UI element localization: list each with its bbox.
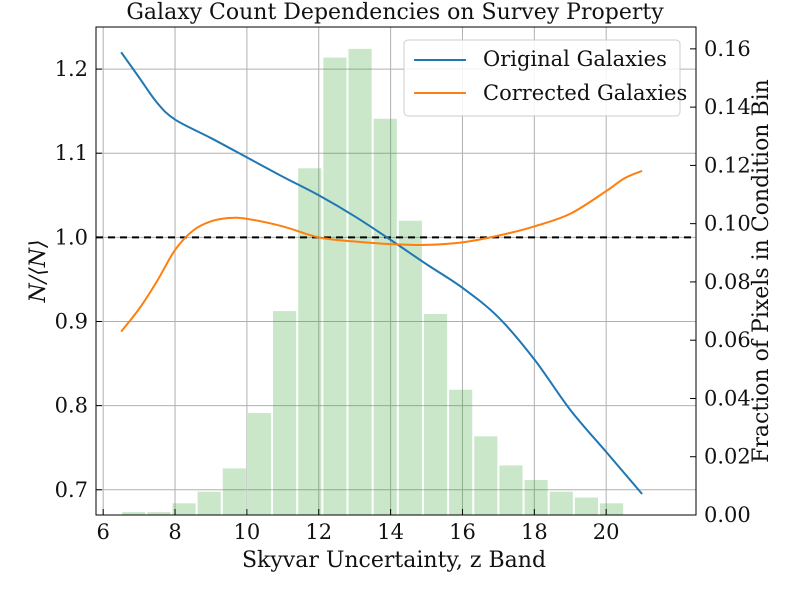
histogram-bar — [172, 503, 196, 515]
x-tick-label: 16 — [449, 520, 476, 544]
histogram-bar — [298, 168, 322, 515]
x-axis-label: Skyvar Uncertainty, z Band — [242, 548, 546, 573]
y2-tick-label: 0.02 — [704, 445, 751, 469]
histogram-bar — [273, 311, 297, 515]
ticks: 6 8 10 12 14 16 18 20 0.7 0.8 0.9 1.0 1.1 1.2 0.00 0.02… — [55, 37, 751, 544]
y2-tick-label: 0.16 — [704, 37, 751, 61]
histogram-bar — [524, 480, 548, 515]
y2-tick-label: 0.08 — [704, 270, 751, 294]
y2-tick-label: 0.14 — [704, 95, 751, 119]
legend-label-original: Original Galaxies — [483, 47, 667, 71]
x-tick-label: 12 — [305, 520, 332, 544]
histogram-bar — [499, 465, 523, 515]
histogram-bar — [373, 118, 397, 515]
x-tick-label: 6 — [96, 520, 109, 544]
y-tick-label: 0.8 — [55, 394, 88, 418]
series — [120, 51, 643, 495]
y2-tick-label: 0.12 — [704, 153, 751, 177]
y-tick-label: 0.7 — [55, 478, 88, 502]
legend-label-corrected: Corrected Galaxies — [483, 81, 687, 105]
histogram-bar — [423, 313, 448, 515]
histogram-bar — [147, 512, 171, 515]
y-axis-label: N/⟨N⟩ — [26, 239, 51, 303]
legend: Original Galaxies Corrected Galaxies — [403, 39, 687, 117]
histogram-bar — [323, 57, 347, 516]
x-tick-label: 20 — [593, 520, 620, 544]
histogram-bar — [222, 468, 246, 515]
y2-tick-label: 0.10 — [704, 212, 751, 236]
histogram-bar — [398, 220, 422, 515]
y-tick-label: 1.1 — [55, 141, 88, 165]
histogram-bar — [449, 389, 473, 515]
histogram-bar — [348, 48, 372, 516]
y-tick-label: 1.0 — [55, 225, 88, 249]
legend-box — [403, 39, 681, 117]
y-tick-label: 1.2 — [55, 57, 88, 81]
histogram-bar — [574, 497, 598, 515]
series-line-corrected — [120, 169, 643, 333]
histogram-bar — [122, 512, 146, 515]
series-line-original — [120, 51, 643, 495]
y2-tick-label: 0.04 — [704, 386, 751, 410]
y-tick-label: 0.9 — [55, 309, 88, 333]
y2-tick-label: 0.06 — [704, 328, 751, 352]
x-tick-label: 14 — [377, 520, 404, 544]
histogram-bar — [599, 503, 624, 515]
histogram-bar — [549, 491, 573, 515]
chart-title: Galaxy Count Dependencies on Survey Prop… — [126, 0, 664, 25]
histogram-bar — [474, 436, 498, 515]
histogram-bar — [197, 491, 221, 515]
x-tick-label: 10 — [234, 520, 261, 544]
histogram — [122, 48, 624, 516]
plot-frame — [95, 26, 697, 516]
y2-axis-label: Fraction of Pixels in Condition Bin — [749, 79, 774, 463]
y2-tick-label: 0.00 — [704, 503, 751, 527]
x-tick-label: 8 — [168, 520, 181, 544]
histogram-bar — [247, 413, 272, 515]
x-tick-label: 18 — [521, 520, 548, 544]
